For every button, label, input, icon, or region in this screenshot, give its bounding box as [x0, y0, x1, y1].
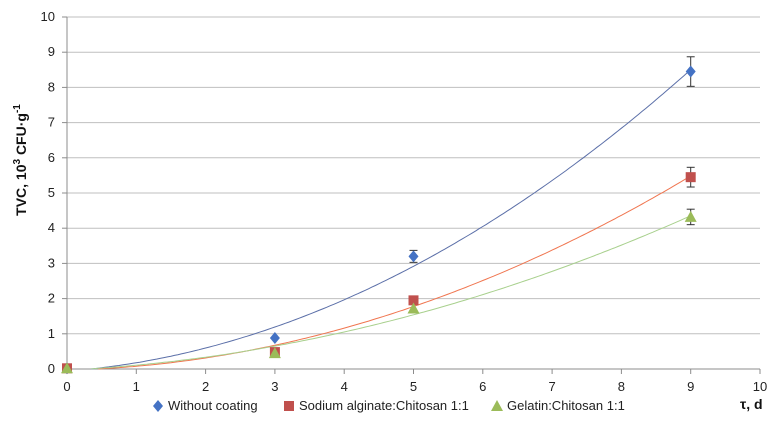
- legend-item-3: Gelatin:Chitosan 1:1: [491, 398, 625, 413]
- y-tick-label-3: 3: [48, 255, 55, 270]
- y-tick-label-4: 4: [48, 220, 55, 235]
- legend-label-2: Sodium alginate:Chitosan 1:1: [299, 398, 469, 413]
- y-tick-labels: 0 1 2 3 4 5 6 7 8 9 10: [41, 9, 55, 376]
- data-point-series-2: [685, 172, 696, 183]
- x-tick-label-1: 1: [133, 379, 140, 394]
- data-point-series-3: [61, 362, 73, 374]
- x-tick-label-6: 6: [479, 379, 486, 394]
- y-tick-label-5: 5: [48, 185, 55, 200]
- data-point-series-3: [684, 210, 697, 222]
- x-axis-title: τ, d: [740, 396, 763, 412]
- x-tick-label-5: 5: [410, 379, 417, 394]
- x-tick-label-8: 8: [618, 379, 625, 394]
- legend-label-1: Without coating: [168, 398, 258, 413]
- y-tick-label-2: 2: [48, 291, 55, 306]
- data-point-series-1: [685, 65, 696, 78]
- trendline-series-2: [98, 175, 691, 370]
- x-tick-label-0: 0: [63, 379, 70, 394]
- x-tick-label-2: 2: [202, 379, 209, 394]
- legend-item-2: Sodium alginate:Chitosan 1:1: [284, 398, 469, 413]
- y-tick-label-6: 6: [48, 150, 55, 165]
- legend: Without coating Sodium alginate:Chitosan …: [153, 398, 625, 413]
- legend-marker-3: [491, 400, 503, 411]
- trend-lines: [91, 69, 692, 370]
- x-tick-label-9: 9: [687, 379, 694, 394]
- trendline-series-3: [91, 215, 691, 370]
- legend-marker-2: [284, 401, 294, 411]
- axes: [62, 16, 761, 374]
- y-tick-label-9: 9: [48, 44, 55, 59]
- data-point-series-1: [269, 332, 280, 345]
- x-tick-label-3: 3: [271, 379, 278, 394]
- y-axis-title: TVC, 103 CFU·g-1: [12, 104, 29, 216]
- data-point-series-3: [407, 302, 420, 314]
- legend-label-3: Gelatin:Chitosan 1:1: [507, 398, 625, 413]
- legend-item-1: Without coating: [153, 398, 258, 413]
- y-tick-label-10: 10: [41, 9, 55, 24]
- data-point-series-1: [408, 250, 419, 263]
- legend-marker-1: [153, 400, 163, 412]
- y-tick-label-8: 8: [48, 79, 55, 94]
- grid-lines: [67, 16, 760, 335]
- y-tick-label-1: 1: [48, 326, 55, 341]
- data-point-series-2: [408, 295, 419, 306]
- x-tick-label-4: 4: [341, 379, 348, 394]
- x-tick-label-10: 10: [753, 379, 767, 394]
- y-tick-label-7: 7: [48, 115, 55, 130]
- trendline-series-1: [91, 69, 692, 370]
- x-tick-label-7: 7: [548, 379, 555, 394]
- data-points: [61, 65, 697, 375]
- data-point-series-3: [268, 347, 281, 359]
- y-tick-label-0: 0: [48, 361, 55, 376]
- x-tick-labels: 0 1 2 3 4 5 6 7 8 9 10: [63, 379, 767, 394]
